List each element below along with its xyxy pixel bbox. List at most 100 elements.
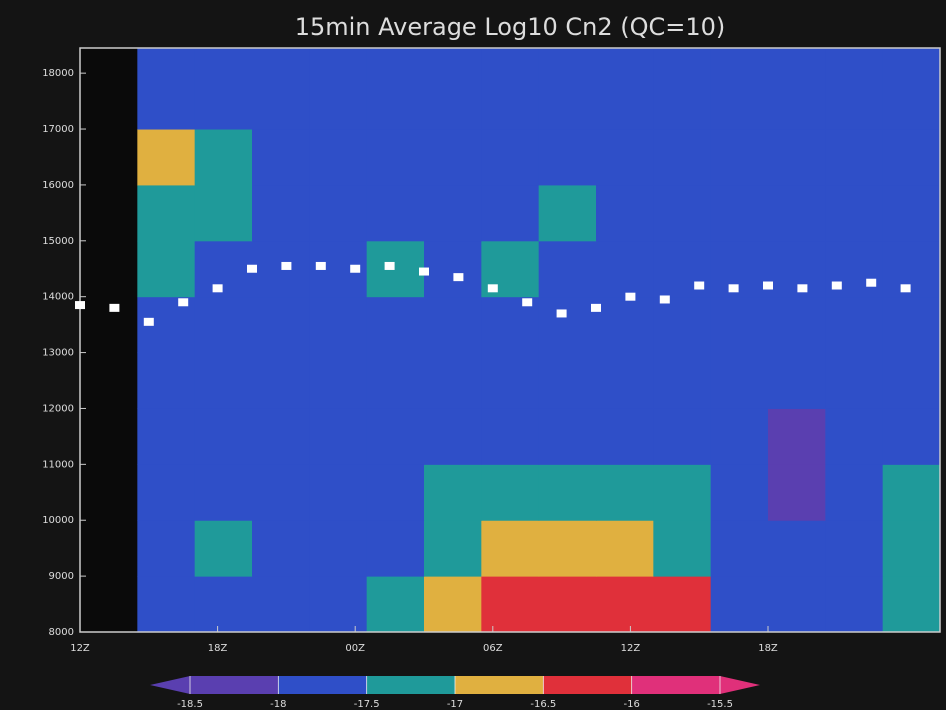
heatmap-cell: [825, 520, 884, 577]
heatmap-cell: [710, 184, 769, 242]
heatmap-cell: [653, 408, 712, 465]
heatmap-cell: [596, 48, 654, 130]
chart-title: 15min Average Log10 Cn2 (QC=10): [295, 13, 726, 41]
heatmap-cell: [309, 464, 368, 521]
heatmap-cell: [596, 129, 654, 186]
overlay-marker: [797, 284, 808, 293]
heatmap-cell: [309, 520, 368, 577]
x-tick-label: 06Z: [483, 643, 503, 654]
colorbar-segment: [543, 676, 633, 694]
heatmap-cell: [825, 184, 884, 242]
colorbar-segment: [455, 676, 544, 694]
heatmap-cell: [252, 240, 310, 298]
y-tick-label: 17000: [42, 124, 74, 135]
heatmap-cell: [596, 184, 654, 242]
heatmap-cell: [194, 129, 253, 186]
overlay-marker: [763, 281, 773, 290]
colorbar-label: -16.5: [530, 699, 556, 710]
heatmap-cell: [882, 464, 941, 521]
heatmap-cell: [710, 240, 769, 298]
y-tick-label: 12000: [42, 403, 74, 414]
heatmap-cell: [538, 296, 597, 354]
heatmap-cell: [194, 48, 253, 130]
heatmap-cell: [825, 48, 884, 130]
heatmap-cell: [882, 352, 941, 409]
heatmap-cell: [481, 48, 540, 130]
heatmap-cell: [366, 184, 425, 242]
heatmap-cell: [882, 576, 941, 633]
heatmap-cell: [366, 576, 425, 633]
heatmap-cell: [538, 576, 597, 633]
overlay-marker: [109, 303, 120, 312]
heatmap-cell: [825, 129, 884, 186]
heatmap-cell: [309, 184, 368, 242]
heatmap-cell: [653, 520, 712, 577]
heatmap-cell: [481, 576, 540, 633]
heatmap-cell: [596, 464, 654, 521]
heatmap-cell: [137, 129, 196, 186]
heatmap-cell: [309, 408, 368, 465]
y-tick-label: 14000: [42, 292, 74, 303]
heatmap-cell: [882, 48, 941, 130]
heatmap-cell: [710, 464, 769, 521]
heatmap-cell: [481, 464, 540, 521]
heatmap-cell: [768, 576, 826, 633]
x-tick-label: 12Z: [621, 643, 641, 654]
heatmap-cell: [309, 576, 368, 633]
heatmap-cell: [252, 576, 310, 633]
heatmap-cell: [538, 352, 597, 409]
heatmap-cell: [194, 464, 253, 521]
heatmap-cell: [768, 352, 826, 409]
heatmap-cell: [596, 352, 654, 409]
heatmap-cell: [768, 296, 826, 354]
y-tick-label: 11000: [42, 459, 74, 470]
heatmap-cell: [653, 184, 712, 242]
heatmap-cell: [653, 296, 712, 354]
heatmap-cell: [366, 296, 425, 354]
colorbar-label: -18: [270, 699, 286, 710]
heatmap-cell: [710, 352, 769, 409]
heatmap-cell: [194, 576, 253, 633]
overlay-marker: [556, 309, 567, 318]
heatmap-cell: [137, 576, 196, 633]
heatmap-cell: [424, 129, 482, 186]
heatmap-cell: [137, 408, 196, 465]
heatmap-cell: [194, 296, 253, 354]
overlay-marker: [659, 295, 670, 304]
colorbar-label: -16: [623, 699, 639, 710]
heatmap-cell: [424, 408, 482, 465]
overlay-marker: [453, 273, 464, 282]
heatmap-cell: [137, 184, 196, 242]
heatmap-cell: [710, 129, 769, 186]
heatmap-cell: [252, 48, 310, 130]
heatmap-cell: [252, 352, 310, 409]
heatmap-cell: [825, 576, 884, 633]
heatmap-cell: [366, 408, 425, 465]
heatmap-cell: [768, 184, 826, 242]
heatmap-cell: [194, 520, 253, 577]
heatmap-cell: [366, 352, 425, 409]
heatmap-cell: [710, 520, 769, 577]
heatmap-cell: [825, 352, 884, 409]
x-tick-label: 18Z: [758, 643, 778, 654]
colorbar-segment: [366, 676, 456, 694]
colorbar-low-arrow: [150, 676, 190, 694]
heatmap-cell: [194, 408, 253, 465]
overlay-marker: [694, 281, 705, 290]
heatmap-cell: [252, 129, 310, 186]
heatmap-cell: [768, 408, 826, 465]
heatmap-cell: [882, 240, 941, 298]
heatmap-cell: [653, 48, 712, 130]
y-tick-label: 18000: [42, 68, 74, 79]
heatmap-cell: [882, 520, 941, 577]
overlay-marker: [522, 298, 533, 307]
heatmap-cell: [653, 576, 712, 633]
heatmap-cell: [309, 352, 368, 409]
heatmap-cell: [366, 520, 425, 577]
heatmap-cell: [596, 296, 654, 354]
heatmap-cell: [538, 520, 597, 577]
heatmap-cell: [366, 48, 425, 130]
heatmap-cell: [596, 520, 654, 577]
x-tick-label: 18Z: [208, 643, 228, 654]
